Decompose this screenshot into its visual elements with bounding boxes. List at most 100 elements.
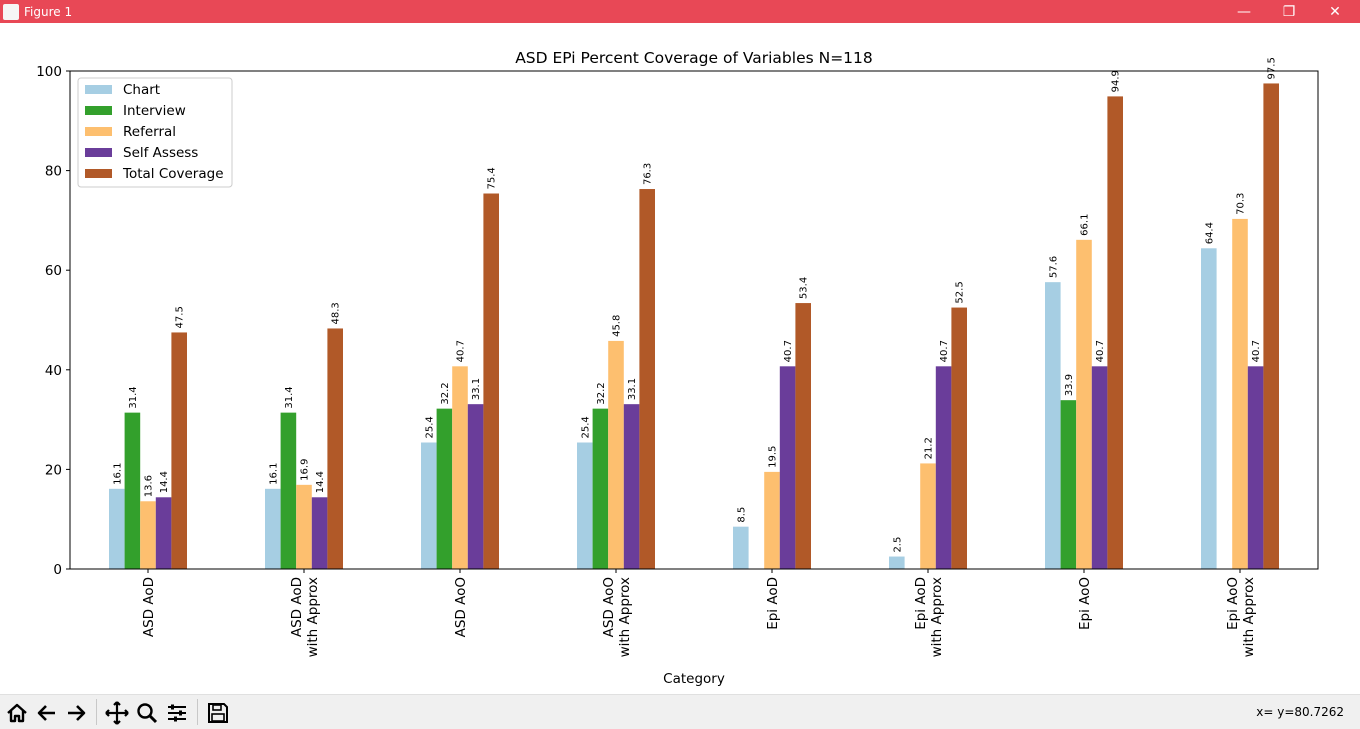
bar-value-label: 14.4 xyxy=(159,471,170,493)
bar-value-label: 45.8 xyxy=(612,315,623,337)
back-arrow-icon[interactable] xyxy=(33,699,61,726)
bar-value-label: 70.3 xyxy=(1236,193,1247,215)
bar-chart: ASD EPi Percent Coverage of Variables N=… xyxy=(36,49,1319,687)
bar-value-label: 40.7 xyxy=(783,340,794,362)
bar xyxy=(920,463,936,569)
x-tick-label: Epi AoD xyxy=(913,577,929,630)
y-tick-label: 80 xyxy=(45,164,62,180)
bar xyxy=(889,556,905,569)
bar-value-label: 31.4 xyxy=(284,386,295,408)
bar xyxy=(795,303,811,569)
bar xyxy=(1201,248,1217,569)
save-icon[interactable] xyxy=(204,699,232,726)
bar-value-label: 40.7 xyxy=(456,340,467,362)
bar-value-label: 16.1 xyxy=(112,463,123,485)
toolbar-separator xyxy=(96,699,97,725)
x-tick-label: ASD AoD xyxy=(141,577,157,637)
x-tick-label: with Approx xyxy=(305,577,321,657)
y-tick-label: 40 xyxy=(45,363,62,379)
bar xyxy=(1232,218,1248,569)
legend-entry: Referral xyxy=(123,124,176,140)
close-button[interactable]: ✕ xyxy=(1329,3,1341,20)
bar xyxy=(592,408,609,569)
window-title: Figure 1 xyxy=(24,4,73,19)
pan-icon[interactable] xyxy=(103,699,131,726)
chart-title: ASD EPi Percent Coverage of Variables N=… xyxy=(515,49,873,67)
x-tick-label: Epi AoD xyxy=(765,577,781,630)
bar xyxy=(311,497,328,569)
legend-swatch xyxy=(85,106,112,115)
bar xyxy=(1247,366,1264,569)
x-tick-label: with Approx xyxy=(617,577,633,657)
bar xyxy=(421,442,437,569)
bar-value-label: 14.4 xyxy=(315,471,326,493)
bar xyxy=(155,497,172,569)
y-tick-label: 60 xyxy=(45,263,62,279)
bar xyxy=(467,404,484,569)
bar-value-label: 31.4 xyxy=(128,386,139,408)
bar xyxy=(639,189,655,569)
bar xyxy=(296,484,312,569)
legend-box xyxy=(77,77,233,188)
maximize-button[interactable]: ❐ xyxy=(1282,3,1296,20)
y-tick-label: 0 xyxy=(53,562,62,578)
bar-value-label: 64.4 xyxy=(1204,222,1215,244)
bar xyxy=(280,412,297,569)
bar xyxy=(171,332,187,569)
bar-value-label: 94.9 xyxy=(1111,70,1122,92)
bar-value-label: 66.1 xyxy=(1080,214,1091,236)
y-tick-label: 20 xyxy=(45,462,62,478)
x-tick-label: with Approx xyxy=(1241,577,1257,657)
bar-value-label: 13.6 xyxy=(144,475,155,497)
window-titlebar: Figure 1 — ❐ ✕ xyxy=(0,0,1360,23)
x-tick-label: Epi AoO xyxy=(1225,577,1241,630)
bar-value-label: 21.2 xyxy=(924,437,935,459)
bar-value-label: 16.9 xyxy=(300,459,311,481)
x-tick-label: ASD AoO xyxy=(601,577,617,637)
bar-value-label: 32.2 xyxy=(440,382,451,404)
bar xyxy=(951,307,967,569)
toolbar-separator xyxy=(197,699,198,725)
bar-value-label: 25.4 xyxy=(580,416,591,438)
forward-arrow-icon[interactable] xyxy=(62,699,90,726)
figure-canvas: ASD EPi Percent Coverage of Variables N=… xyxy=(0,23,1360,694)
bar xyxy=(452,366,468,569)
bar xyxy=(1060,400,1077,569)
bar-value-label: 19.5 xyxy=(768,446,779,468)
bar xyxy=(733,526,749,569)
bar xyxy=(935,366,952,569)
legend: Chart Interview Referral Self Assess Total C… xyxy=(77,77,233,188)
legend-entry: Chart xyxy=(123,82,160,98)
x-tick-label: ASD AoD xyxy=(289,577,305,637)
legend-swatch xyxy=(85,169,112,178)
home-icon[interactable] xyxy=(3,699,31,726)
bar xyxy=(1091,366,1108,569)
legend-swatch xyxy=(85,127,112,136)
configure-subplots-icon[interactable] xyxy=(163,699,191,726)
bar-value-label: 40.7 xyxy=(1251,340,1262,362)
zoom-icon[interactable] xyxy=(133,699,161,726)
legend-swatch xyxy=(85,148,112,157)
bar xyxy=(265,488,281,569)
minimize-button[interactable]: — xyxy=(1237,3,1251,20)
bar-value-label: 16.1 xyxy=(268,463,279,485)
bar-value-label: 52.5 xyxy=(955,281,966,303)
bar-value-label: 33.1 xyxy=(627,378,638,400)
plot-frame xyxy=(69,70,1319,570)
bar-value-label: 76.3 xyxy=(643,163,654,185)
x-tick-label: with Approx xyxy=(929,577,945,657)
bar xyxy=(1263,83,1279,569)
bar xyxy=(483,193,499,569)
app-icon xyxy=(3,3,19,20)
bar xyxy=(577,442,593,569)
bar-value-label: 33.1 xyxy=(471,378,482,400)
bar xyxy=(327,328,343,569)
bar xyxy=(1076,239,1092,569)
bar-value-label: 47.5 xyxy=(175,306,186,328)
legend-entry: Self Assess xyxy=(123,145,198,161)
bar xyxy=(436,408,453,569)
x-tick-label: ASD AoO xyxy=(453,577,469,637)
bar xyxy=(124,412,141,569)
bar xyxy=(1107,96,1123,569)
bar xyxy=(109,488,125,569)
